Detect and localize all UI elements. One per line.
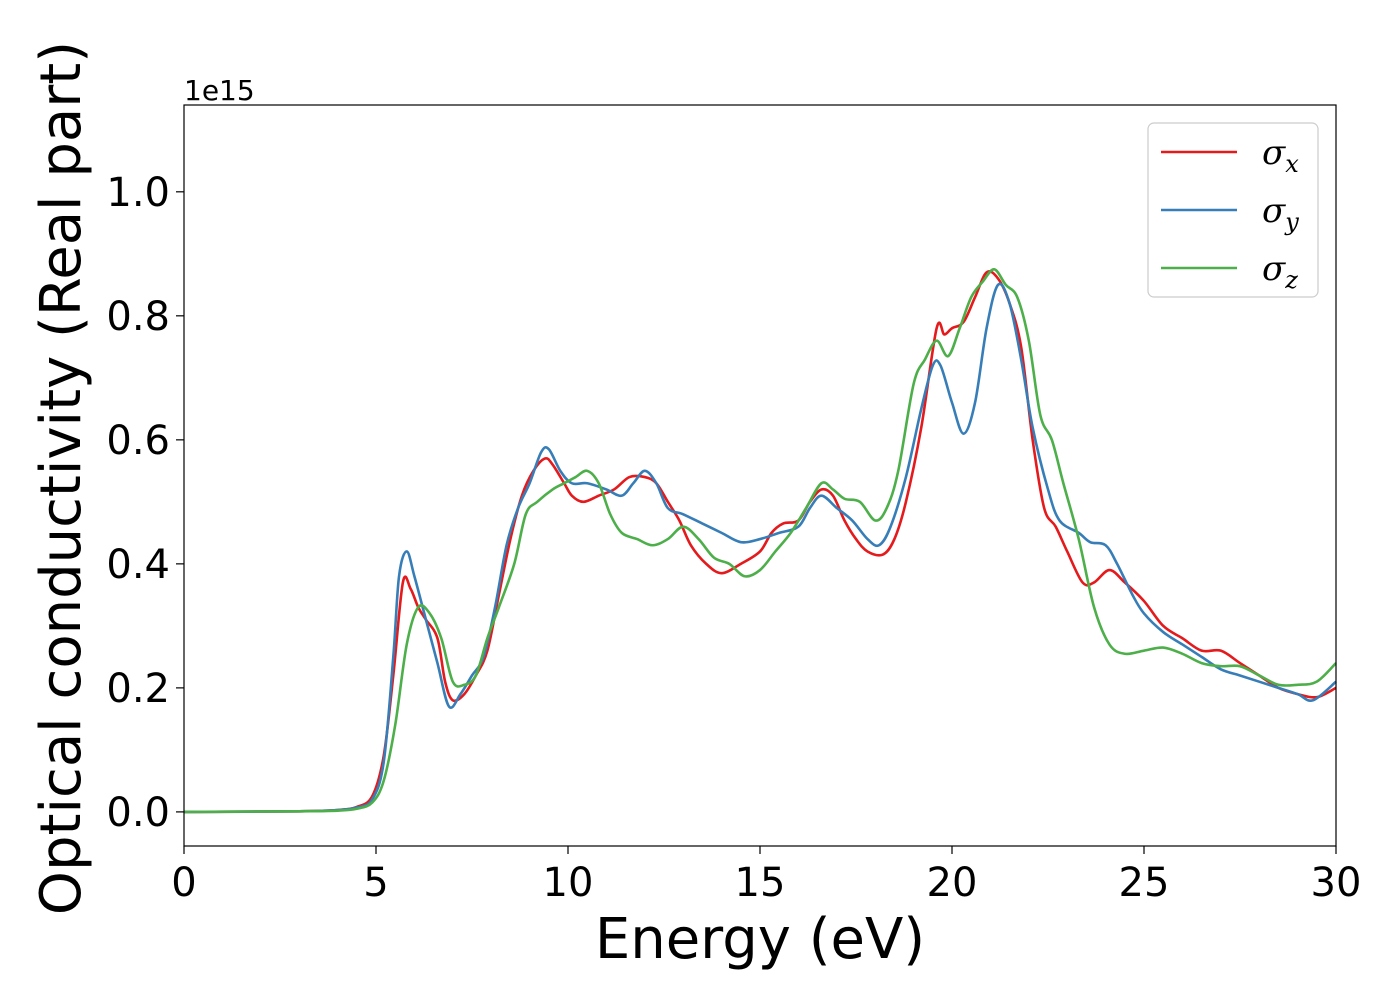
x-tick-label: 20 — [927, 860, 978, 906]
y-tick-label: 0.6 — [106, 418, 170, 464]
legend-label-x: σx — [1262, 133, 1299, 178]
y-tick-label: 0.0 — [106, 790, 170, 836]
y-tick-label: 1.0 — [106, 170, 170, 216]
offset-text: 1e15 — [184, 74, 255, 107]
x-tick-label: 10 — [543, 860, 594, 906]
series-line-z — [183, 268, 1337, 814]
y-axis-ticks: 0.0 0.2 0.4 0.6 0.8 1.0 — [106, 170, 184, 836]
y-axis-label: Optical conductivity (Real part) — [29, 41, 94, 915]
y-tick-label: 0.2 — [106, 666, 170, 712]
legend-label-y: σy — [1262, 191, 1299, 236]
x-tick-label: 5 — [363, 860, 388, 906]
plot-background — [184, 105, 1336, 846]
series-lines — [183, 268, 1337, 814]
legend-label-z: σz — [1262, 249, 1298, 294]
legend: σx σy σz — [1147, 122, 1319, 298]
x-tick-label: 15 — [735, 860, 786, 906]
x-axis-label: Energy (eV) — [595, 907, 925, 972]
y-tick-label: 0.8 — [106, 294, 170, 340]
y-tick-label: 0.4 — [106, 542, 170, 588]
series-line-y — [183, 282, 1337, 814]
x-tick-label: 25 — [1119, 860, 1170, 906]
x-axis-ticks: 0 5 10 15 20 25 30 — [171, 846, 1361, 906]
x-tick-label: 30 — [1311, 860, 1362, 906]
series-line-x — [183, 270, 1337, 814]
x-tick-label: 0 — [171, 860, 196, 906]
